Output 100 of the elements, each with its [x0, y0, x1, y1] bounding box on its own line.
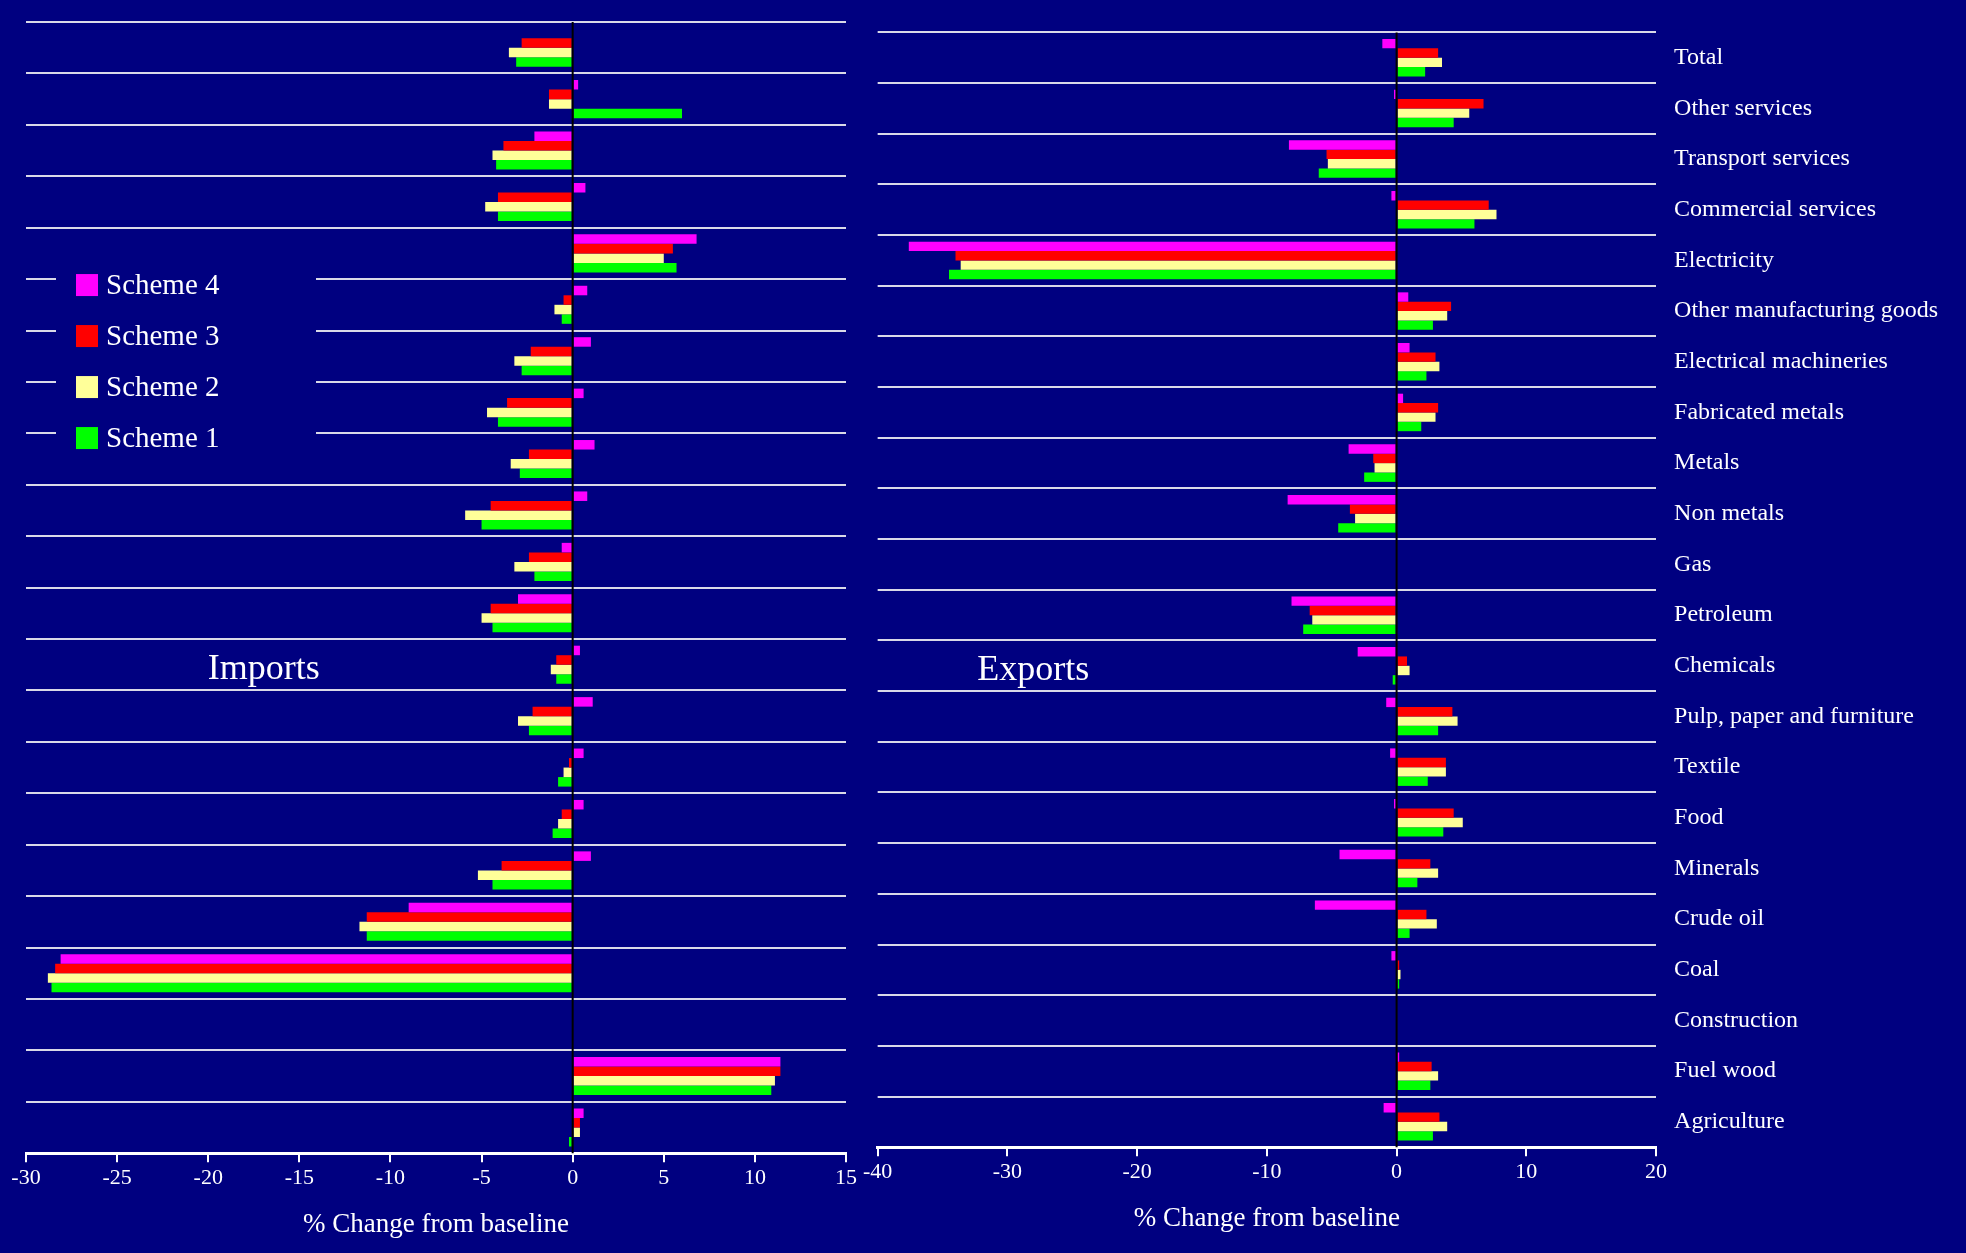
- bar: [563, 295, 572, 305]
- bar: [485, 201, 572, 212]
- x-tick-label: -5: [472, 1164, 491, 1190]
- bar: [528, 449, 572, 460]
- y-tick-label: Food: [1674, 803, 1724, 830]
- x-tick-label: 10: [743, 1164, 766, 1190]
- y-tick-label: Fuel wood: [1674, 1056, 1777, 1083]
- y-tick-label: Coal: [1674, 955, 1720, 982]
- y-tick-label: Commercial services: [1674, 195, 1877, 222]
- x-tick-label: 0: [567, 1164, 579, 1190]
- bar: [573, 337, 591, 347]
- y-tick-label: Chemicals: [1674, 651, 1776, 678]
- bar: [521, 365, 572, 376]
- bar: [408, 902, 572, 913]
- y-tick-label: Minerals: [1674, 853, 1760, 880]
- y-tick-label: Textile: [1674, 752, 1741, 779]
- bar: [573, 1085, 772, 1096]
- bar: [514, 561, 572, 572]
- x-tick-label: -20: [1122, 1158, 1152, 1184]
- legend-label: Scheme 2: [106, 369, 220, 402]
- bar: [573, 799, 584, 810]
- bar: [573, 1117, 580, 1128]
- bar: [530, 346, 572, 357]
- bar: [556, 655, 572, 665]
- bar: [518, 594, 572, 604]
- x-tick-label: -25: [102, 1164, 132, 1190]
- bar: [503, 141, 572, 151]
- bar: [508, 47, 572, 58]
- bar: [477, 870, 572, 880]
- bar: [561, 314, 572, 324]
- y-tick-label: Gas: [1674, 549, 1712, 576]
- bar: [516, 57, 572, 67]
- bar: [558, 818, 572, 829]
- bar: [573, 108, 682, 119]
- bar: [573, 80, 579, 90]
- bar: [490, 500, 572, 511]
- bar: [573, 748, 584, 759]
- bar: [519, 468, 572, 479]
- bar: [573, 262, 677, 273]
- bar: [556, 674, 572, 684]
- y-tick-label: Agriculture: [1674, 1107, 1785, 1134]
- bar: [573, 388, 584, 399]
- bar: [534, 571, 572, 581]
- y-tick-label: Fabricated metals: [1674, 397, 1845, 424]
- bar: [569, 1137, 572, 1147]
- bar: [573, 1057, 781, 1067]
- bar: [573, 1108, 584, 1118]
- bar: [573, 440, 595, 450]
- bar: [573, 1066, 781, 1077]
- x-tick-label: 5: [658, 1164, 670, 1190]
- bar: [47, 973, 572, 983]
- bar: [528, 725, 572, 736]
- bar: [561, 542, 572, 553]
- bar: [521, 38, 572, 48]
- bar: [550, 664, 572, 675]
- bar: [573, 491, 588, 501]
- bar: [510, 459, 572, 469]
- bar: [548, 99, 572, 109]
- x-tick-label: -40: [863, 1158, 893, 1184]
- bar: [561, 809, 572, 819]
- annotation: Imports: [207, 647, 320, 688]
- bar: [573, 234, 697, 244]
- legend-label: Scheme 1: [106, 420, 220, 453]
- bar: [573, 285, 588, 296]
- bar: [497, 211, 572, 221]
- bar: [487, 407, 572, 418]
- x-tick-label: -20: [193, 1164, 223, 1190]
- bar: [573, 645, 580, 656]
- bar: [481, 519, 572, 530]
- x-tick-label: -10: [1252, 1158, 1282, 1184]
- x-axis-title: % Change from baseline: [1133, 1201, 1400, 1232]
- x-tick-label: 10: [1515, 1158, 1538, 1184]
- bar: [60, 954, 572, 964]
- bar: [573, 851, 591, 861]
- y-tick-label: Pulp, paper and furniture: [1674, 701, 1915, 728]
- y-tick-label: Construction: [1674, 1005, 1799, 1032]
- bar: [55, 963, 572, 974]
- x-tick-label: -30: [11, 1164, 41, 1190]
- x-tick-label: -30: [992, 1158, 1023, 1184]
- bar: [465, 510, 572, 520]
- bar: [548, 89, 572, 100]
- annotation: Exports: [977, 648, 1090, 689]
- bar: [507, 398, 572, 408]
- bar: [514, 356, 572, 366]
- y-tick-label: Total: [1674, 43, 1724, 70]
- bar: [534, 131, 572, 142]
- x-tick-label: 15: [835, 1164, 857, 1190]
- y-tick-label: Transport services: [1674, 144, 1850, 171]
- bar: [518, 716, 572, 726]
- bar: [573, 697, 593, 707]
- y-tick-label: Electrical machineries: [1674, 347, 1888, 374]
- x-tick-label: 0: [1391, 1158, 1403, 1184]
- bar: [490, 603, 572, 614]
- bar: [492, 150, 572, 161]
- bar: [481, 613, 572, 623]
- bar: [554, 304, 572, 315]
- bar: [558, 777, 572, 787]
- bar: [366, 912, 572, 922]
- x-tick-label: 20: [1645, 1158, 1668, 1184]
- bar: [532, 706, 572, 717]
